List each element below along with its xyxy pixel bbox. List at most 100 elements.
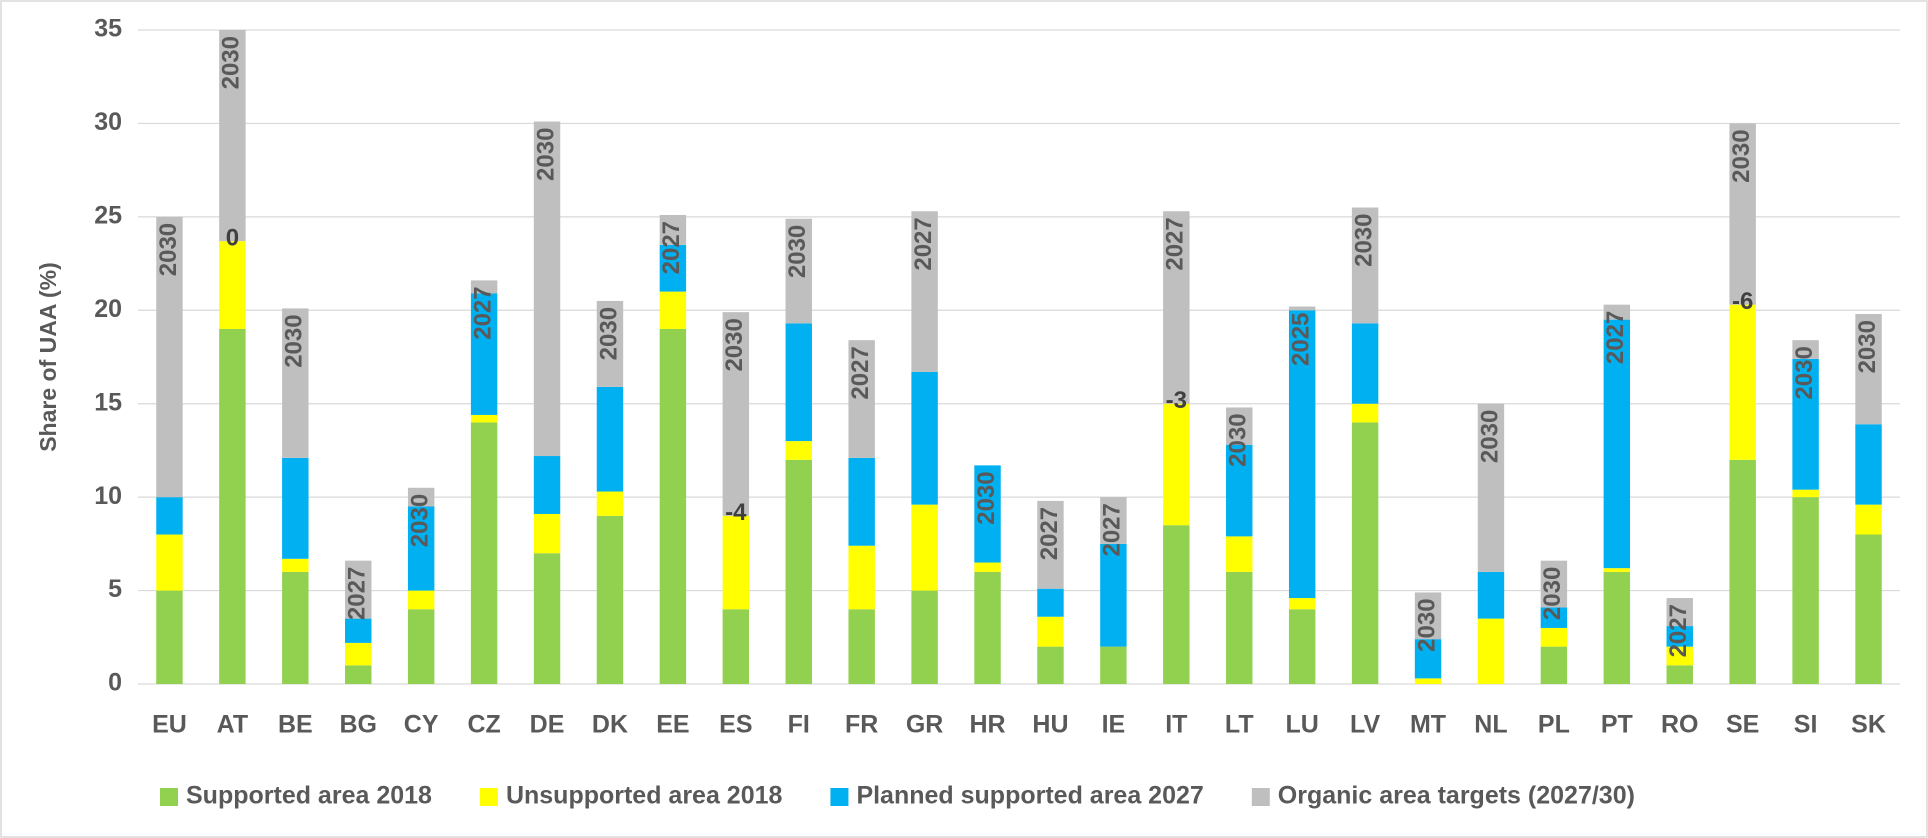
target-label: 2030 <box>1791 346 1818 399</box>
bar-segment <box>156 497 183 535</box>
bar-segment <box>407 609 435 684</box>
y-tick-label: 0 <box>108 669 122 697</box>
legend-label: Organic area targets (2027/30) <box>1278 782 1635 810</box>
gap-label: -6 <box>1732 288 1753 315</box>
target-label: 2030 <box>595 307 622 360</box>
x-tick-label: FR <box>845 711 878 739</box>
bar-segment <box>1666 665 1693 684</box>
bar-segment <box>848 457 875 546</box>
bar-segment <box>407 506 435 591</box>
bar-segment <box>911 590 938 684</box>
bar-segment <box>1351 403 1379 423</box>
target-label: 2027 <box>469 286 496 339</box>
x-tick-label: SK <box>1851 711 1886 739</box>
bar-segment <box>974 571 1001 684</box>
x-tick-label: CY <box>404 711 439 739</box>
bar-segment <box>219 328 246 684</box>
x-tick-label: LV <box>1350 711 1380 739</box>
bar-segment <box>1414 639 1442 679</box>
x-tick-label: HR <box>969 711 1005 739</box>
y-tick-label: 30 <box>94 108 122 136</box>
x-tick-label: DE <box>530 711 565 739</box>
x-tick-label: ES <box>719 711 752 739</box>
bar-segment <box>1855 504 1882 535</box>
bar-segment <box>1037 500 1064 589</box>
bar-segment <box>470 414 498 423</box>
x-tick-label: IE <box>1102 711 1126 739</box>
bar-segment <box>596 515 624 684</box>
x-tick-label: LU <box>1286 711 1319 739</box>
bar-segment <box>911 504 938 591</box>
bar-segment <box>1540 607 1568 628</box>
y-tick-label: 25 <box>94 201 122 229</box>
bar-segment <box>659 328 687 684</box>
target-label: 2027 <box>344 567 371 620</box>
target-label: 2027 <box>1162 217 1189 270</box>
target-label: 2030 <box>1854 320 1881 373</box>
bar-segment <box>848 340 875 458</box>
target-label: 2030 <box>407 494 434 547</box>
bar-segment <box>1855 534 1882 684</box>
target-label: 2027 <box>1602 311 1629 364</box>
gap-label: 0 <box>226 224 239 251</box>
target-label: 2027 <box>1665 604 1692 657</box>
bar-segment <box>282 571 309 684</box>
bar-segment <box>1226 536 1253 572</box>
bar-segment <box>722 312 750 516</box>
target-label: 2030 <box>1539 567 1566 620</box>
legend-swatch <box>160 788 178 806</box>
bar-segment <box>1666 646 1693 666</box>
x-tick-label: MT <box>1410 711 1446 739</box>
bar-segment <box>974 465 1001 563</box>
bar-segment <box>1603 304 1631 320</box>
bar-segment <box>911 371 938 505</box>
x-tick-label: SI <box>1794 711 1818 739</box>
target-label: 2030 <box>784 225 811 278</box>
bar-segment <box>1288 306 1316 311</box>
legend-label: Supported area 2018 <box>186 782 432 810</box>
bar-segment <box>282 308 309 458</box>
bar-segment <box>1666 598 1693 627</box>
bar-segment <box>470 422 498 684</box>
bar-segment <box>1477 403 1505 572</box>
y-tick-label: 15 <box>94 388 122 416</box>
target-label: 2030 <box>1413 598 1440 651</box>
bar-segment <box>722 515 750 610</box>
bar-segment <box>1414 592 1442 640</box>
bar-segment <box>659 214 687 245</box>
bar-segment <box>785 459 812 684</box>
bar-segment <box>156 590 183 684</box>
target-label: 2030 <box>1476 410 1503 463</box>
bar-segment <box>345 560 372 619</box>
x-tick-label: PT <box>1601 711 1633 739</box>
bar-segment <box>785 323 812 442</box>
x-tick-label: HU <box>1032 711 1068 739</box>
target-label: 2027 <box>847 346 874 399</box>
bar-segment <box>345 665 372 684</box>
bar-segment <box>911 211 938 372</box>
bar-segment <box>1666 626 1693 647</box>
bar-segment <box>533 553 561 684</box>
bar-segment <box>1163 525 1190 684</box>
bar-segment <box>533 456 561 514</box>
legend-label: Planned supported area 2027 <box>856 782 1203 810</box>
bar-segment <box>1540 560 1568 608</box>
bar-segment <box>282 457 309 559</box>
gap-label: -3 <box>1166 387 1187 414</box>
target-label: 2030 <box>1728 129 1755 182</box>
bar-segment <box>1100 646 1127 684</box>
target-label: 2030 <box>1350 214 1377 267</box>
x-tick-label: AT <box>217 711 248 739</box>
x-tick-label: CZ <box>467 711 500 739</box>
bar-segment <box>219 241 246 329</box>
bar-segment <box>1477 618 1505 684</box>
target-label: 2027 <box>910 217 937 270</box>
bar-segment <box>1792 358 1819 490</box>
target-label: 2025 <box>1288 313 1315 366</box>
target-label: 2030 <box>218 36 245 89</box>
bar-segment <box>1163 211 1190 404</box>
x-tick-label: BG <box>340 711 378 739</box>
bar-segment <box>1226 571 1253 684</box>
bar-segment <box>1414 678 1442 684</box>
